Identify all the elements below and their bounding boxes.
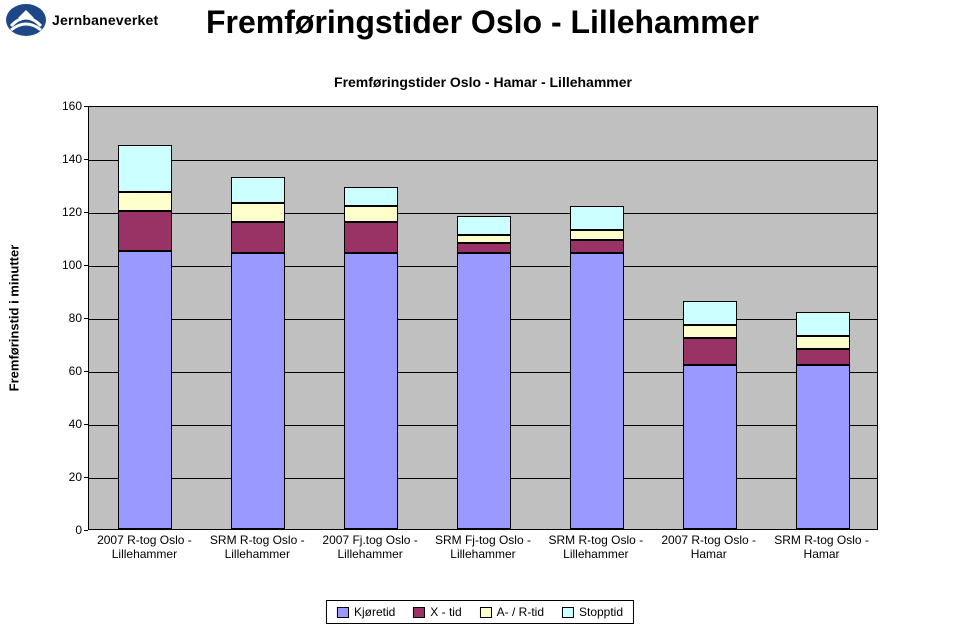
y-tick-label: 0: [75, 523, 82, 537]
legend-swatch: [337, 607, 349, 618]
y-axis-label: Fremførinstid i minutter: [7, 245, 22, 392]
legend-swatch: [562, 607, 574, 618]
bar-segment: [457, 216, 511, 235]
bar-segment: [796, 312, 850, 336]
gridline: [89, 160, 877, 161]
page-title: Fremføringstider Oslo - Lillehammer: [206, 4, 759, 41]
bar-segment: [344, 206, 398, 222]
legend-item: A- / R-tid: [480, 605, 544, 619]
x-tick-label: SRM R-tog Oslo - Hamar: [765, 534, 878, 562]
legend-item: Kjøretid: [337, 605, 395, 619]
legend-label: A- / R-tid: [497, 605, 544, 619]
bar-segment: [570, 230, 624, 241]
bar-segment: [457, 235, 511, 243]
legend-label: Kjøretid: [354, 605, 395, 619]
jernbaneverket-logo-icon: [6, 4, 46, 36]
legend-label: X - tid: [430, 605, 461, 619]
bar: [231, 177, 285, 529]
bar: [570, 206, 624, 529]
bar-segment: [231, 177, 285, 204]
legend-item: Stopptid: [562, 605, 623, 619]
bar-segment: [118, 211, 172, 251]
y-tick-label: 100: [62, 258, 82, 272]
bar-segment: [118, 145, 172, 193]
y-tick-label: 20: [69, 470, 82, 484]
y-tick-label: 40: [69, 417, 82, 431]
y-tick-label: 60: [69, 364, 82, 378]
y-tick-label: 80: [69, 311, 82, 325]
chart-subtitle: Fremføringstider Oslo - Hamar - Lilleham…: [48, 74, 918, 90]
x-tick-label: 2007 Fj.tog Oslo - Lillehammer: [314, 534, 427, 562]
y-tick-mark: [84, 106, 88, 107]
bar-segment: [344, 253, 398, 529]
bar-segment: [683, 325, 737, 338]
bar-segment: [118, 192, 172, 211]
bar: [457, 216, 511, 529]
x-tick-label: 2007 R-tog Oslo - Hamar: [652, 534, 765, 562]
bar-segment: [796, 365, 850, 529]
y-tick-mark: [84, 212, 88, 213]
y-tick-mark: [84, 477, 88, 478]
legend-swatch: [413, 607, 425, 618]
y-tick-label: 140: [62, 152, 82, 166]
y-tick-label: 160: [62, 99, 82, 113]
bar-segment: [118, 251, 172, 529]
bar-segment: [457, 243, 511, 254]
bar: [796, 312, 850, 529]
y-tick-mark: [84, 265, 88, 266]
bar-segment: [683, 365, 737, 529]
bar-segment: [683, 301, 737, 325]
bar: [344, 187, 398, 529]
bar-segment: [231, 253, 285, 529]
bar-segment: [231, 222, 285, 254]
gridline: [89, 213, 877, 214]
legend-item: X - tid: [413, 605, 461, 619]
x-tick-label: SRM R-tog Oslo - Lillehammer: [539, 534, 652, 562]
bar-segment: [570, 206, 624, 230]
bar-segment: [570, 253, 624, 529]
y-tick-mark: [84, 424, 88, 425]
bar-segment: [570, 240, 624, 253]
y-tick-mark: [84, 318, 88, 319]
chart: Fremføringstider Oslo - Hamar - Lilleham…: [48, 74, 918, 576]
bar-segment: [344, 187, 398, 206]
plot-area: [88, 106, 878, 530]
x-axis-labels: 2007 R-tog Oslo - LillehammerSRM R-tog O…: [88, 530, 878, 576]
bar-segment: [683, 338, 737, 365]
brand-block: Jernbaneverket: [6, 4, 158, 36]
legend-label: Stopptid: [579, 605, 623, 619]
header: Jernbaneverket Fremføringstider Oslo - L…: [0, 4, 960, 52]
x-tick-label: 2007 R-tog Oslo - Lillehammer: [88, 534, 201, 562]
y-tick-label: 120: [62, 205, 82, 219]
bar-segment: [796, 336, 850, 349]
bar-segment: [344, 222, 398, 254]
x-tick-label: SRM R-tog Oslo - Lillehammer: [201, 534, 314, 562]
legend: Kjøretid X - tid A- / R-tid Stopptid: [326, 600, 634, 624]
brand-name: Jernbaneverket: [52, 12, 158, 28]
y-tick-mark: [84, 159, 88, 160]
x-tick-label: SRM Fj-tog Oslo - Lillehammer: [427, 534, 540, 562]
bar: [683, 301, 737, 529]
bar: [118, 145, 172, 529]
y-tick-mark: [84, 371, 88, 372]
bar-segment: [796, 349, 850, 365]
bar-segment: [457, 253, 511, 529]
bar-segment: [231, 203, 285, 222]
legend-swatch: [480, 607, 492, 618]
